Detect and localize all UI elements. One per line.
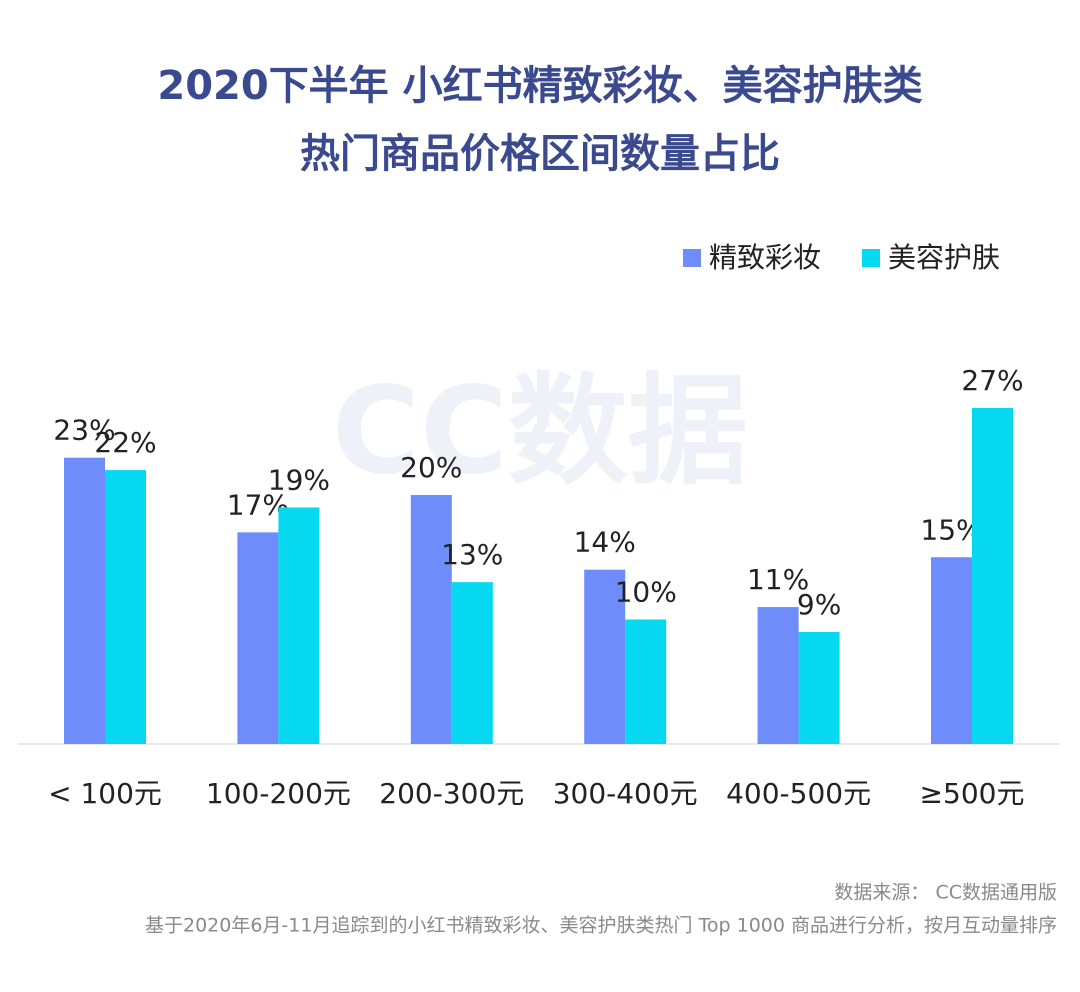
data-label: 9% (797, 588, 841, 621)
legend-label: 美容护肤 (888, 241, 1000, 274)
chart-title: 2020下半年 小红书精致彩妆、美容护肤类 (157, 63, 922, 109)
watermark: CC数据 (332, 363, 748, 502)
footnote: 基于2020年6月-11月追踪到的小红书精致彩妆、美容护肤类热门 Top 100… (145, 915, 1057, 937)
x-tick-label: ≥500元 (920, 777, 1025, 810)
data-label: 22% (94, 426, 156, 459)
data-label: 23% (53, 414, 115, 447)
bar (105, 470, 146, 744)
legend-label: 精致彩妆 (709, 241, 821, 274)
x-tick-label: 400-500元 (726, 777, 871, 810)
chart-title: 热门商品价格区间数量占比 (300, 131, 780, 177)
data-label: 14% (574, 526, 636, 559)
x-tick-label: 300-400元 (553, 777, 698, 810)
data-label: 20% (400, 451, 462, 484)
bar (625, 619, 667, 744)
x-tick-label: 200-300元 (379, 777, 524, 810)
data-label: 10% (615, 576, 677, 609)
data-label: 19% (268, 463, 330, 496)
bar (64, 457, 105, 744)
data-label: 27% (961, 364, 1023, 397)
bar (410, 495, 452, 744)
x-tick-label: < 100元 (48, 777, 162, 810)
bar (931, 557, 972, 744)
bar (798, 631, 840, 744)
bar (451, 582, 493, 744)
legend-swatch (862, 249, 880, 267)
source: 数据来源： CC数据通用版 (834, 882, 1057, 904)
legend-swatch (683, 249, 701, 267)
data-label: 13% (441, 538, 503, 571)
bar (584, 569, 626, 744)
bar (757, 607, 799, 744)
bar (278, 507, 320, 744)
x-tick-label: 100-200元 (206, 777, 351, 810)
bar (972, 407, 1013, 744)
data-label: 11% (747, 563, 809, 596)
bar (237, 532, 279, 744)
